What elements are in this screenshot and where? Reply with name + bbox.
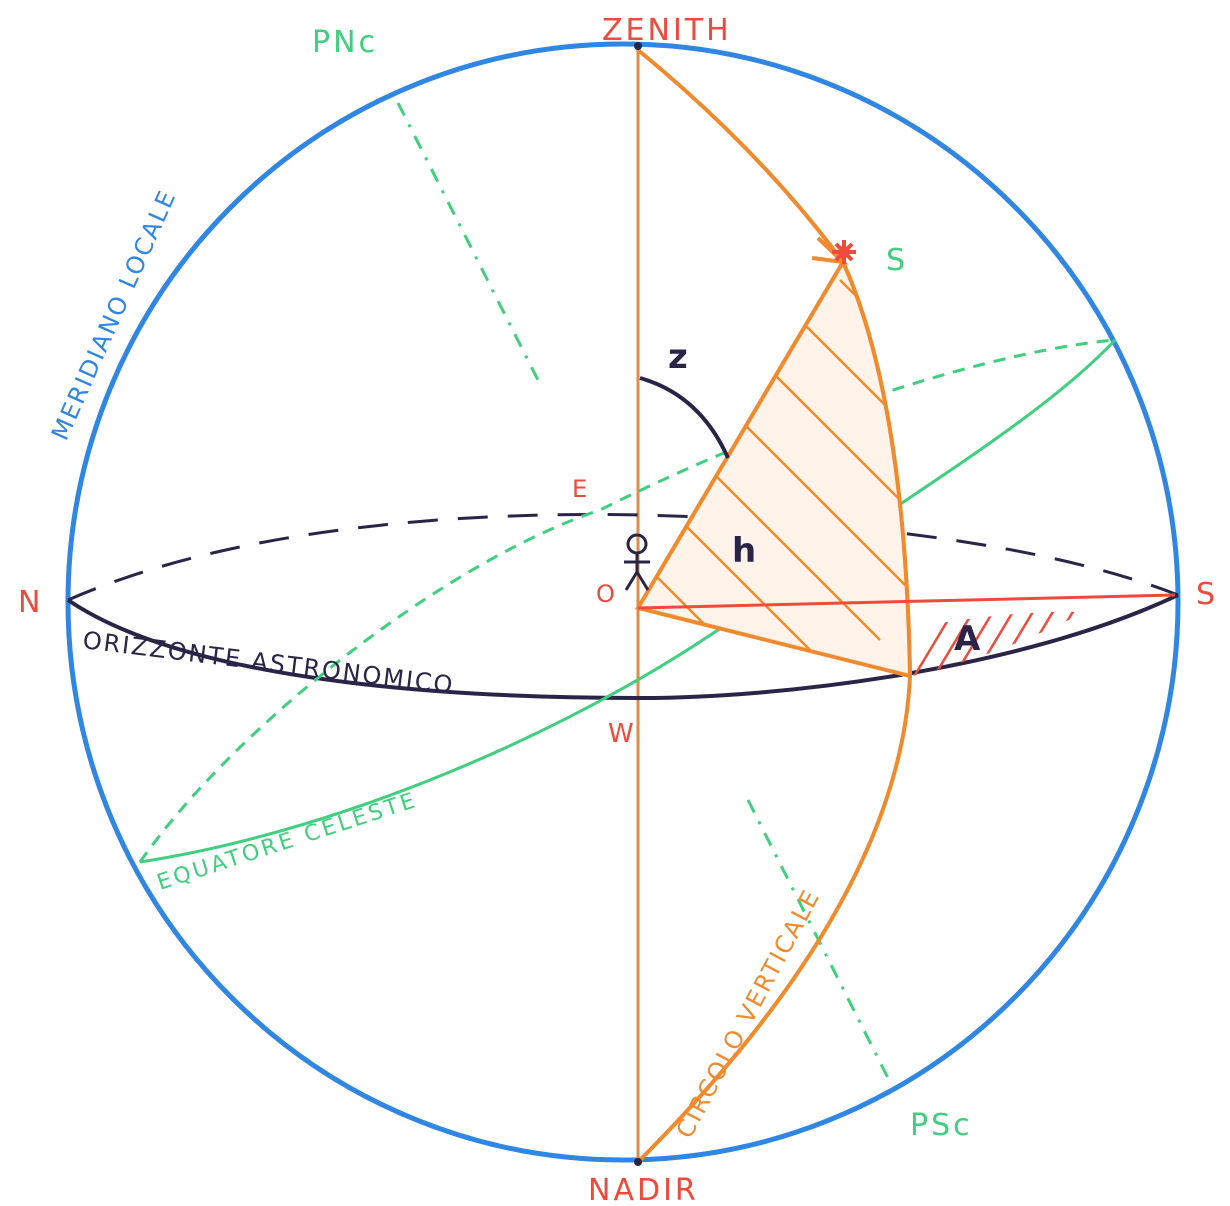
azimuth-label: A	[954, 619, 981, 659]
astronomical-horizon-label: ORIZZONTE ASTRONOMICO	[81, 626, 456, 699]
horizon-front-arc	[66, 593, 1179, 701]
north-label: N	[18, 585, 43, 620]
star-icon	[832, 240, 856, 264]
south-celestial-pole-label: PSc	[910, 1108, 973, 1143]
altitude-hatching	[638, 262, 910, 676]
horizon-back-arc	[67, 513, 1179, 602]
east-label: E	[572, 475, 590, 503]
nadir-label: NADIR	[588, 1173, 699, 1206]
south-label: S	[1196, 577, 1218, 612]
zenith-distance-arc	[639, 376, 730, 459]
altitude-label: h	[732, 531, 756, 571]
nadir-point	[634, 1158, 642, 1166]
local-meridian-circle	[65, 41, 1181, 1163]
north-celestial-pole-label: PNc	[312, 25, 378, 60]
azimuth-reference-line	[637, 593, 1176, 610]
zenith-label: ZENITH	[602, 13, 732, 48]
altitude-triangle	[634, 257, 913, 679]
vertical-circle-label: CIRCOLO VERTICALE	[671, 884, 826, 1143]
celestial-equator-back-arc	[138, 338, 1116, 863]
local-meridian-label: MERIDIANO LOCALE	[46, 185, 182, 444]
observer-icon	[624, 533, 650, 591]
azimuth-hatching	[912, 611, 1085, 676]
polar-axis-north	[396, 102, 544, 389]
west-label: W	[608, 719, 637, 749]
zenith-distance-label: z	[668, 337, 688, 377]
star-label: S	[886, 243, 908, 278]
observer-label: O	[596, 580, 618, 608]
zenith-point	[634, 42, 642, 50]
celestial-equator-label: EQUATORE CELESTE	[154, 788, 421, 896]
